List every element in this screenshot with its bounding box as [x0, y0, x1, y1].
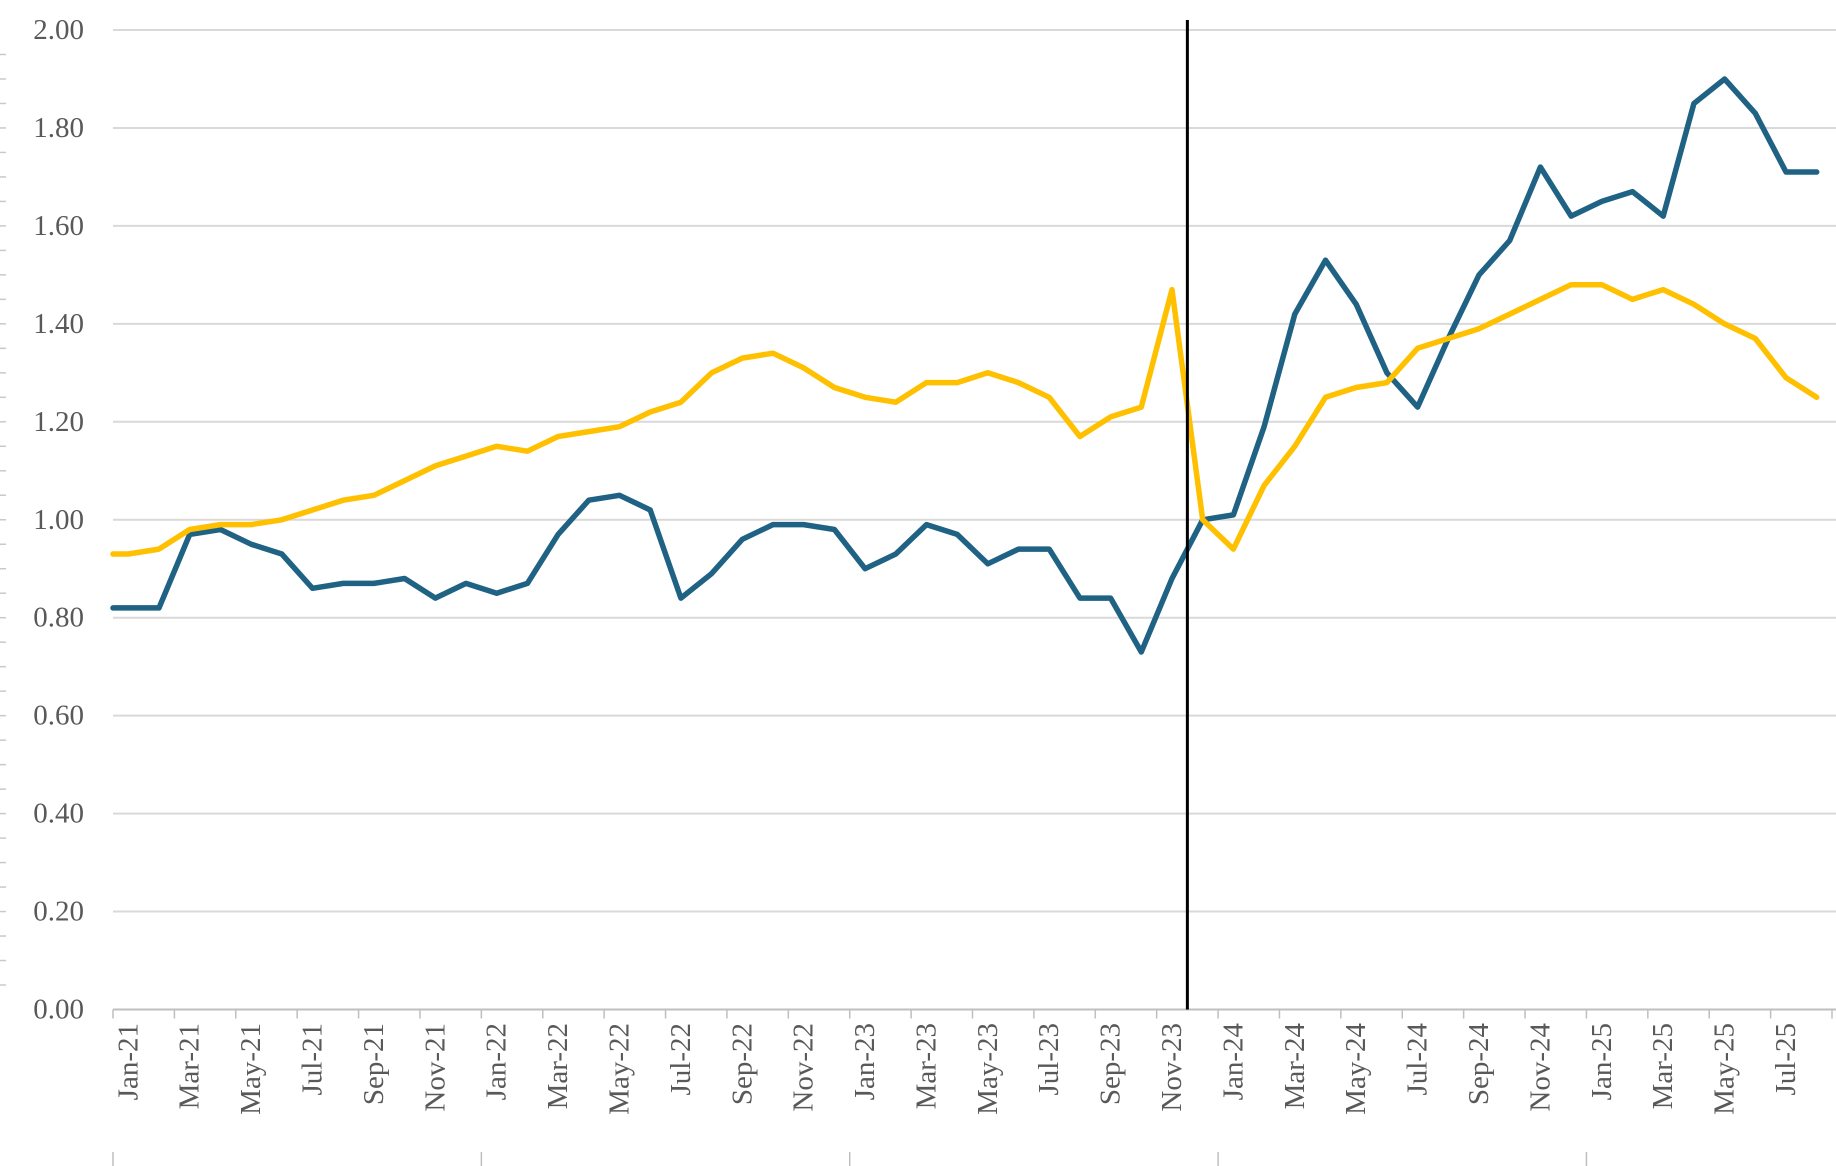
gridlines	[113, 29, 1836, 913]
y-tick-label: 1.60	[33, 210, 84, 242]
x-tick-label: Nov-21	[419, 1023, 451, 1112]
x-tick-label: Mar-21	[174, 1023, 206, 1109]
y-tick-label: 0.80	[33, 602, 84, 634]
y-tick-label: 0.20	[33, 896, 84, 928]
x-tick-label: Sep-21	[358, 1023, 390, 1105]
x-tick-label: Sep-24	[1463, 1023, 1495, 1106]
x-tick-label: Nov-24	[1524, 1023, 1556, 1112]
x-tick-label: Nov-23	[1156, 1023, 1188, 1112]
y-tick-label: 1.40	[33, 308, 84, 340]
x-tick-label: May-21	[235, 1023, 267, 1115]
x-tick-label: Jan-23	[849, 1023, 881, 1100]
x-tick-label: May-22	[603, 1023, 635, 1115]
series-gold-line	[110, 281, 1820, 557]
series-blue-line	[110, 76, 1820, 655]
x-tick-label: Jan-24	[1217, 1023, 1249, 1101]
x-tick-label: May-23	[972, 1023, 1004, 1115]
x-tick-label: Jan-21	[112, 1023, 144, 1100]
x-axis-labels: Jan-21 Mar-21 May-21 Jul-21 Sep-21 Nov-21 Jan-…	[112, 1023, 1802, 1115]
x-tick-label: Mar-23	[910, 1023, 942, 1109]
y-tick-label: 2.00	[33, 14, 84, 46]
x-tick-label: Sep-23	[1095, 1023, 1127, 1105]
x-tick-label: Jan-25	[1586, 1023, 1618, 1100]
y-tick-label: 0.40	[33, 798, 84, 830]
x-tick-label: Mar-22	[542, 1023, 574, 1109]
y-tick-label: 1.00	[33, 504, 84, 536]
x-tick-label: May-25	[1709, 1023, 1741, 1115]
y-axis-minor-ticks	[0, 53, 6, 986]
x-tick-label: Jul-21	[297, 1023, 329, 1096]
y-tick-label: 0.60	[33, 700, 84, 732]
x-tick-label: Nov-22	[788, 1023, 820, 1112]
x-tick-label: Jul-24	[1402, 1023, 1434, 1096]
x-tick-label: Jul-23	[1033, 1023, 1065, 1096]
x-tick-label: Mar-25	[1647, 1023, 1679, 1109]
x-tick-label: Jul-22	[665, 1023, 697, 1096]
x-tick-label: Jul-25	[1770, 1023, 1802, 1096]
x-tick-label: Mar-24	[1279, 1023, 1311, 1110]
x-axis	[112, 1008, 1836, 1019]
y-tick-label: 0.00	[33, 994, 84, 1026]
x-tick-label: Sep-22	[726, 1023, 758, 1105]
x-tick-label: Jan-22	[481, 1023, 513, 1100]
x-tick-label: May-24	[1340, 1023, 1372, 1115]
y-tick-label: 1.20	[33, 406, 84, 438]
y-tick-label: 1.80	[33, 112, 84, 144]
y-axis-labels: 0.00 0.20 0.40 0.60 0.80 1.00 1.20 1.40 1.60 1.80…	[33, 14, 84, 1026]
x-axis-bottom-ticks	[112, 1152, 1588, 1166]
